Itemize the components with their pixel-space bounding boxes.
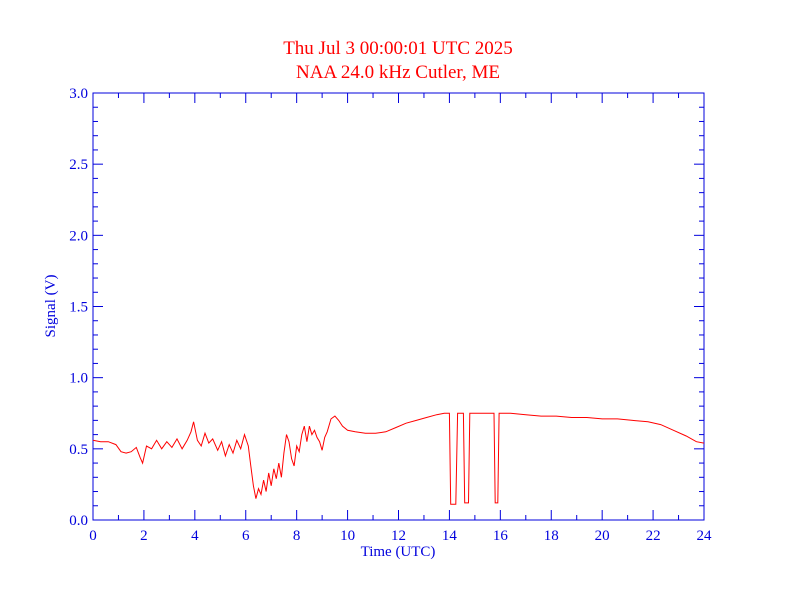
x-tick-label: 16 <box>493 528 509 544</box>
x-tick-label: 4 <box>191 528 199 544</box>
chart-subtitle: NAA 24.0 kHz Cutler, ME <box>296 62 500 83</box>
x-tick-label: 10 <box>340 528 355 544</box>
x-tick-label: 22 <box>646 528 661 544</box>
y-tick-label: 0.0 <box>69 513 88 529</box>
y-tick-label: 0.5 <box>69 442 88 458</box>
x-tick-label: 0 <box>89 528 97 544</box>
x-tick-labels: 0 2 4 6 8 10 12 14 16 18 20 22 24 <box>89 528 712 544</box>
x-tick-label: 6 <box>242 528 250 544</box>
chart-title: Thu Jul 3 00:00:01 UTC 2025 <box>283 38 513 59</box>
y-tick-labels: 0.0 0.5 1.0 1.5 2.0 2.5 3.0 <box>69 86 88 529</box>
y-tick-label: 2.0 <box>69 228 88 244</box>
y-axis-label: Signal (V) <box>43 275 59 338</box>
x-tick-label: 24 <box>697 528 713 544</box>
x-tick-label: 2 <box>140 528 148 544</box>
x-axis-label: Time (UTC) <box>361 544 436 560</box>
x-tick-label: 20 <box>595 528 610 544</box>
axis-ticks <box>92 92 705 521</box>
x-tick-label: 12 <box>391 528 406 544</box>
x-tick-label: 18 <box>544 528 559 544</box>
x-tick-label: 14 <box>442 528 458 544</box>
y-tick-label: 2.5 <box>69 157 88 173</box>
signal-trace <box>92 412 705 505</box>
x-tick-label: 8 <box>293 528 301 544</box>
y-tick-label: 1.5 <box>69 300 88 316</box>
y-tick-label: 1.0 <box>69 371 88 387</box>
plot-frame <box>92 92 705 521</box>
y-tick-label: 3.0 <box>69 86 88 102</box>
